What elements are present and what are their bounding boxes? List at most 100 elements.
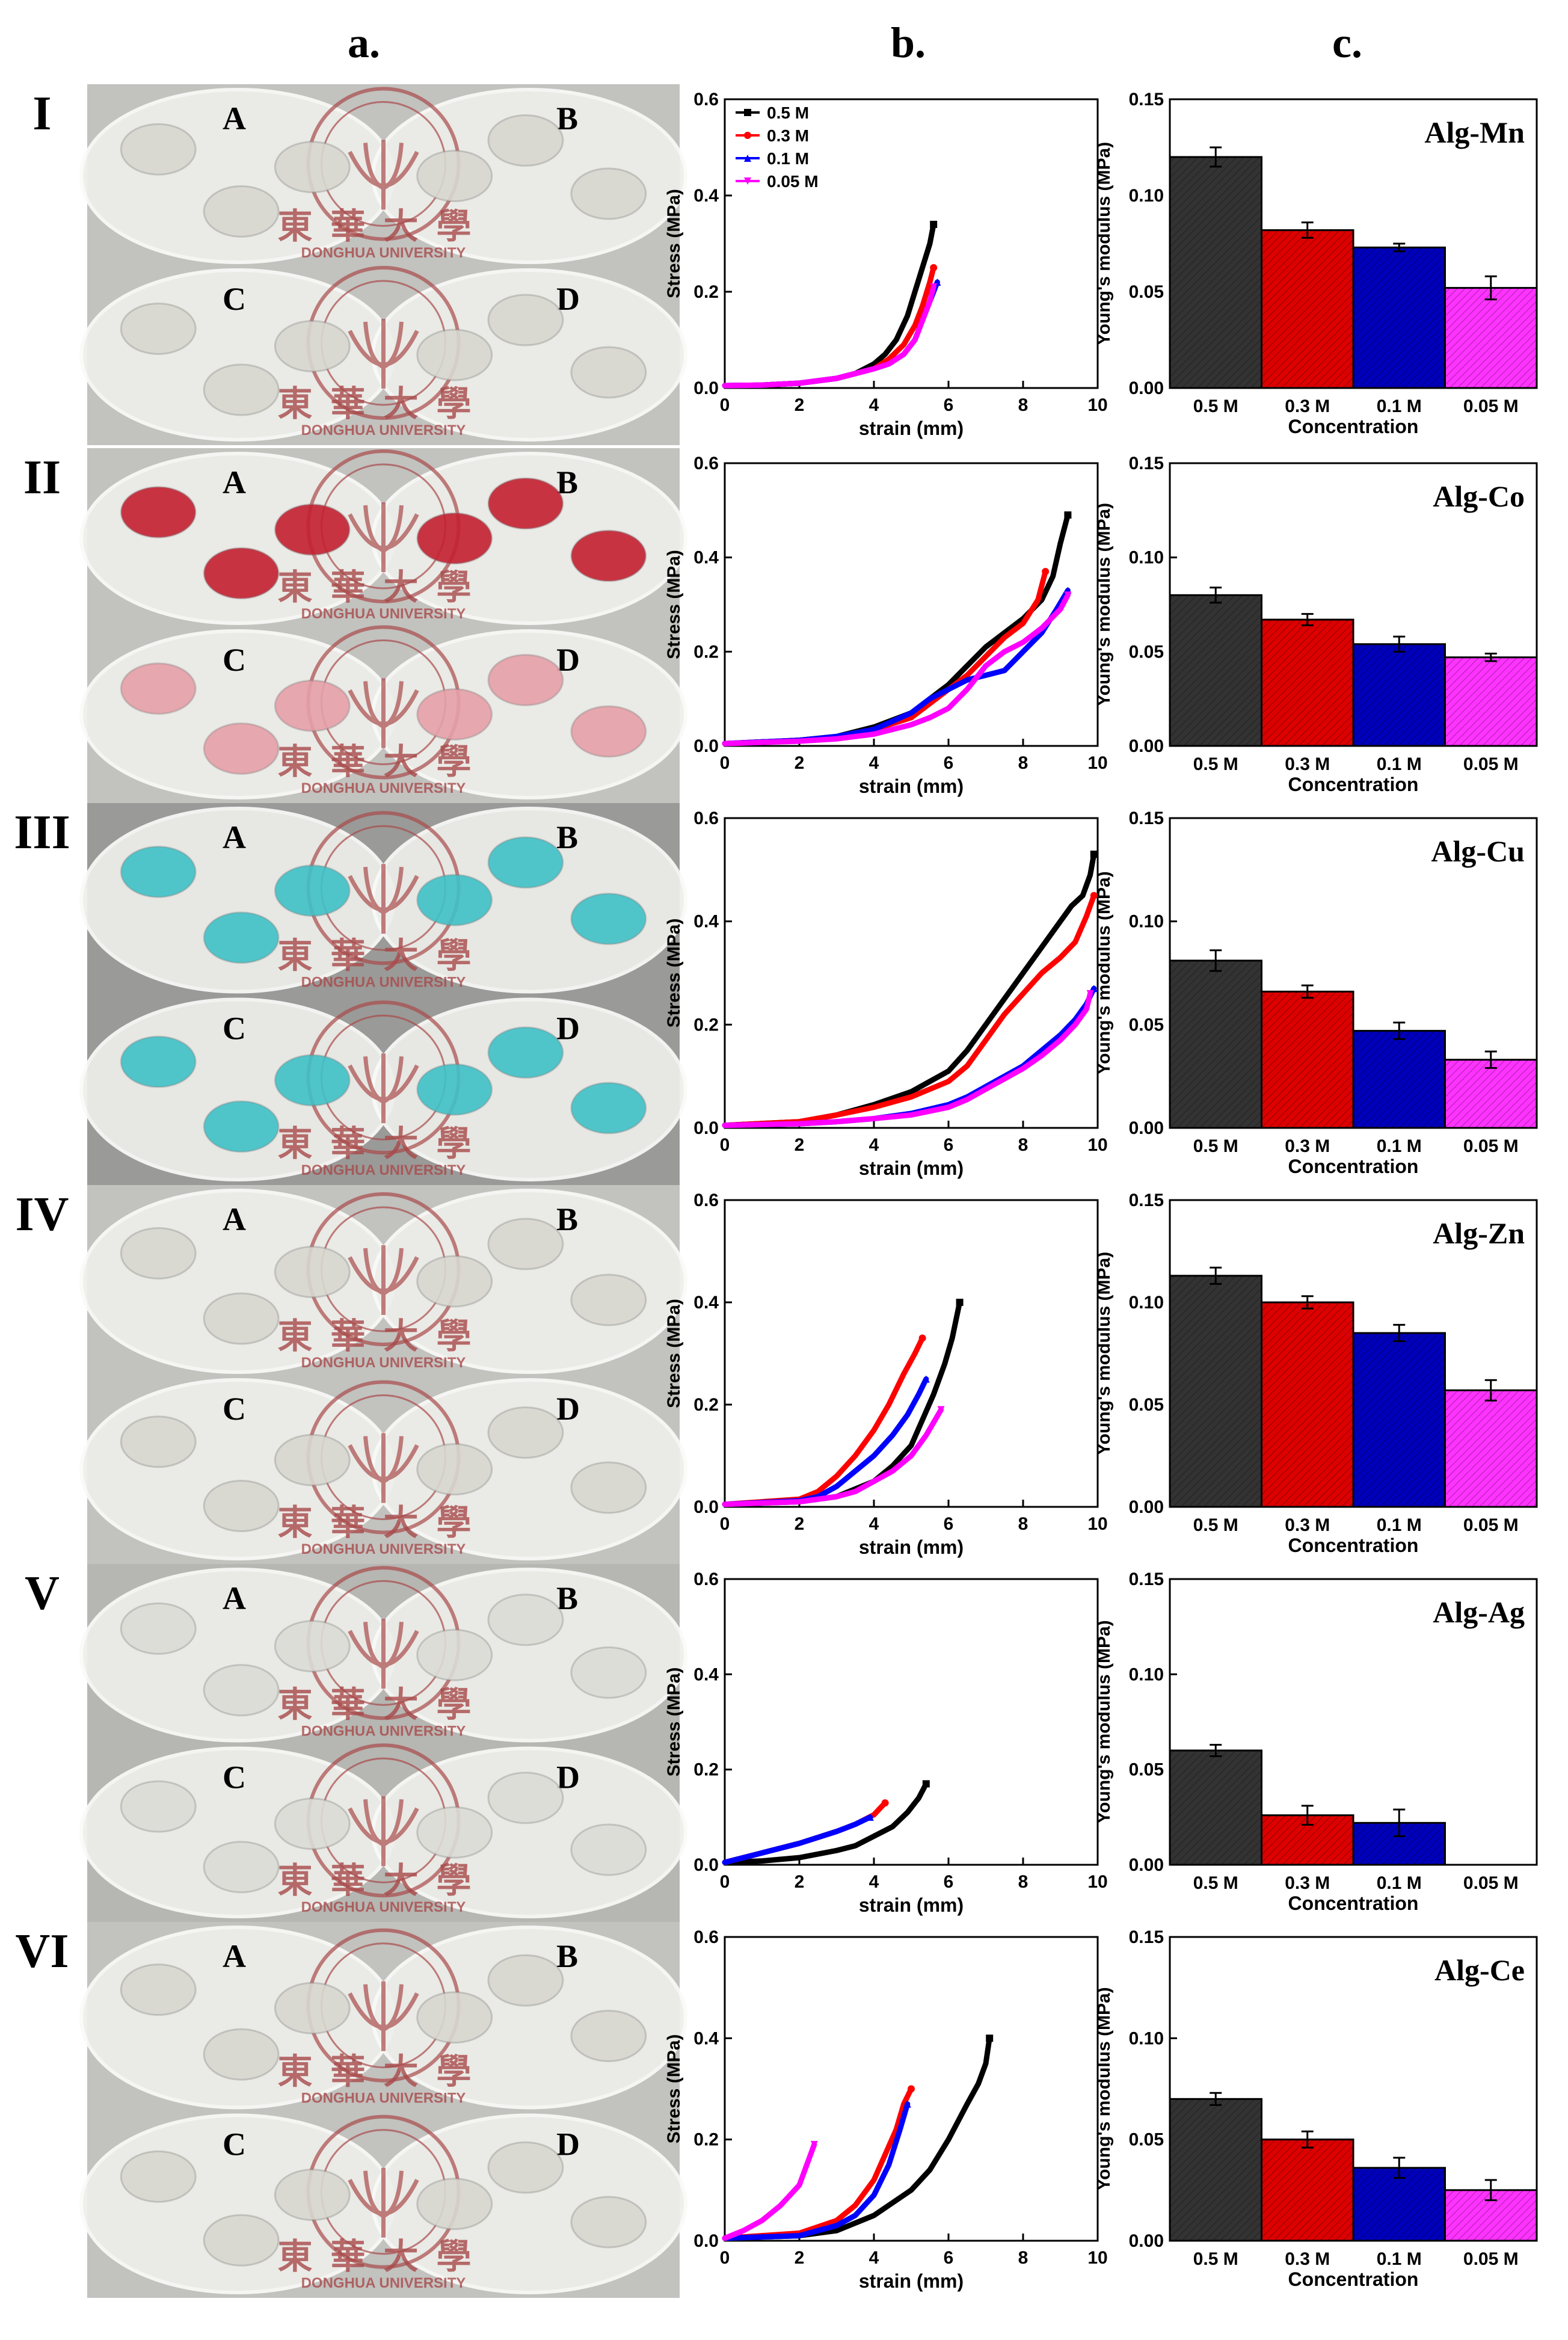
x-tick-label: 0 xyxy=(720,1514,730,1534)
legend-entry: 0.5 M xyxy=(767,103,809,122)
y-tick-label: 0.2 xyxy=(693,1015,719,1035)
hydrogel-sample xyxy=(203,1841,280,1894)
y-tick-label: 0.4 xyxy=(693,912,719,932)
y-tick-label: 0.0 xyxy=(693,378,719,398)
y-tick-label: 0.05 xyxy=(1129,1395,1164,1415)
x-tick-label: 0 xyxy=(720,1135,730,1155)
category-label: 0.3 M xyxy=(1285,754,1330,774)
bar-0.05M xyxy=(1444,287,1538,389)
data-point xyxy=(937,1406,945,1414)
x-tick-label: 2 xyxy=(795,2248,805,2268)
y-tick-label: 0.05 xyxy=(1129,1015,1164,1035)
data-point xyxy=(986,2034,994,2042)
chart-title: Alg-Co xyxy=(1433,479,1525,513)
stress-strain-chart-3: 0 2 4 6 8 10 0.0 0.2 0.4 0.6 strain (mm) Stress (MP… xyxy=(664,808,1108,1179)
sample-label: A xyxy=(223,1938,246,1974)
seal-emblem xyxy=(348,502,419,572)
data-point xyxy=(903,2100,911,2108)
y-tick-label: 0.2 xyxy=(693,2130,719,2150)
watermark-english: DONGHUA UNIVERSITY xyxy=(301,974,466,991)
category-label: 0.5 M xyxy=(1193,2249,1238,2269)
x-tick-label: 10 xyxy=(1087,1514,1107,1534)
y-tick-label: 0.15 xyxy=(1129,1927,1164,1947)
x-tick-label: 10 xyxy=(1087,1872,1107,1892)
hydrogel-sample xyxy=(487,2141,564,2194)
x-tick-label: 0 xyxy=(720,1872,730,1892)
sample-label: C xyxy=(223,2126,246,2163)
bar-0.1M xyxy=(1352,643,1446,747)
series-line-0.1M xyxy=(722,279,940,389)
hydrogel-sample xyxy=(120,2150,197,2203)
hydrogel-sample xyxy=(203,1100,280,1153)
category-label: 0.3 M xyxy=(1285,1136,1330,1156)
category-label: 0.3 M xyxy=(1285,396,1330,416)
series-line-0.3M xyxy=(722,893,1097,1128)
watermark-chinese: 東華大學 xyxy=(277,1686,489,1725)
x-tick-label: 8 xyxy=(1018,395,1028,415)
youngs-modulus-chart-2: 0.00 0.05 0.10 0.15 Alg-Co Young's modulus (M… xyxy=(1094,454,1538,795)
sample-label: C xyxy=(223,642,246,678)
category-label: 0.1 M xyxy=(1377,1873,1422,1893)
sample-label: C xyxy=(223,281,246,317)
legend-entry: 0.3 M xyxy=(767,126,809,145)
watermark-english: DONGHUA UNIVERSITY xyxy=(301,1541,466,1557)
series-line-0.1M xyxy=(722,588,1071,747)
hydrogel-sample xyxy=(570,1273,647,1326)
y-tick-label: 0.00 xyxy=(1129,1497,1164,1517)
hydrogel-sample xyxy=(416,512,493,565)
data-point xyxy=(930,283,938,291)
y-tick-label: 0.10 xyxy=(1129,2028,1164,2048)
seal-emblem xyxy=(348,678,419,748)
hydrogel-sample xyxy=(274,320,351,372)
y-tick-label: 0.4 xyxy=(693,186,719,206)
seal-emblem xyxy=(348,1433,419,1503)
hydrogel-sample xyxy=(203,1292,280,1345)
hydrogel-sample xyxy=(487,1218,564,1270)
x-tick-label: 8 xyxy=(1018,2248,1028,2268)
watermark-english: DONGHUA UNIVERSITY xyxy=(301,780,466,796)
sample-label: C xyxy=(223,1391,246,1427)
stress-strain-chart-6: 0 2 4 6 8 10 0.0 0.2 0.4 0.6 strain (mm) Stress (MP… xyxy=(664,1927,1108,2292)
watermark-chinese: 東華大學 xyxy=(277,1317,489,1356)
hydrogel-sample xyxy=(274,1433,351,1486)
hydrogel-sample xyxy=(203,2028,280,2081)
row-numeral: IV xyxy=(16,1188,69,1241)
bar-0.5M xyxy=(1169,1749,1262,1866)
x-tick-label: 8 xyxy=(1018,1135,1028,1155)
youngs-modulus-chart-1: 0.00 0.05 0.10 0.15 Alg-Mn Young's modulus (M… xyxy=(1094,90,1538,437)
x-tick-label: 2 xyxy=(795,395,805,415)
x-axis-label: Concentration xyxy=(1288,416,1419,437)
youngs-modulus-chart-5: 0.00 0.05 0.10 0.15 Alg-Ag Young's modulus (M… xyxy=(1094,1569,1538,1914)
chart-title: Alg-Zn xyxy=(1433,1216,1525,1250)
hydrogel-sample xyxy=(203,1480,280,1532)
hydrogel-sample xyxy=(416,688,493,740)
hydrogel-sample xyxy=(416,150,493,202)
chart-title: Alg-Mn xyxy=(1424,115,1525,149)
hydrogel-sample xyxy=(487,1954,564,2007)
category-label: 0.3 M xyxy=(1285,2249,1330,2269)
row-numeral: III xyxy=(14,806,70,859)
category-label: 0.1 M xyxy=(1377,754,1422,774)
series-line-0.05M xyxy=(722,991,1093,1128)
row-numeral: VI xyxy=(16,1925,69,1978)
youngs-modulus-chart-3: 0.00 0.05 0.10 0.15 Alg-Cu Young's modulus (M… xyxy=(1094,808,1538,1177)
seal-emblem xyxy=(348,140,419,210)
bar-0.1M xyxy=(1352,1030,1446,1129)
seal-emblem xyxy=(348,1796,419,1867)
data-point xyxy=(881,1799,889,1807)
legend-entry: 0.1 M xyxy=(767,149,809,168)
bar-0.5M xyxy=(1169,959,1262,1129)
y-tick-label: 0.2 xyxy=(693,642,719,662)
y-tick-label: 0.10 xyxy=(1129,548,1164,568)
hydrogel-sample xyxy=(487,114,564,167)
y-axis-label: Stress (MPa) xyxy=(664,550,684,659)
bar-0.05M xyxy=(1444,1059,1538,1129)
bar-0.3M xyxy=(1261,990,1354,1129)
hydrogel-sample xyxy=(416,1991,493,2044)
x-tick-label: 2 xyxy=(795,1514,805,1534)
seal-emblem xyxy=(348,1619,419,1689)
y-axis-label: Young's modulus (MPa) xyxy=(1094,1987,1114,2190)
watermark-chinese: 東華大學 xyxy=(277,384,489,423)
series-line-0.5M xyxy=(722,2035,992,2241)
